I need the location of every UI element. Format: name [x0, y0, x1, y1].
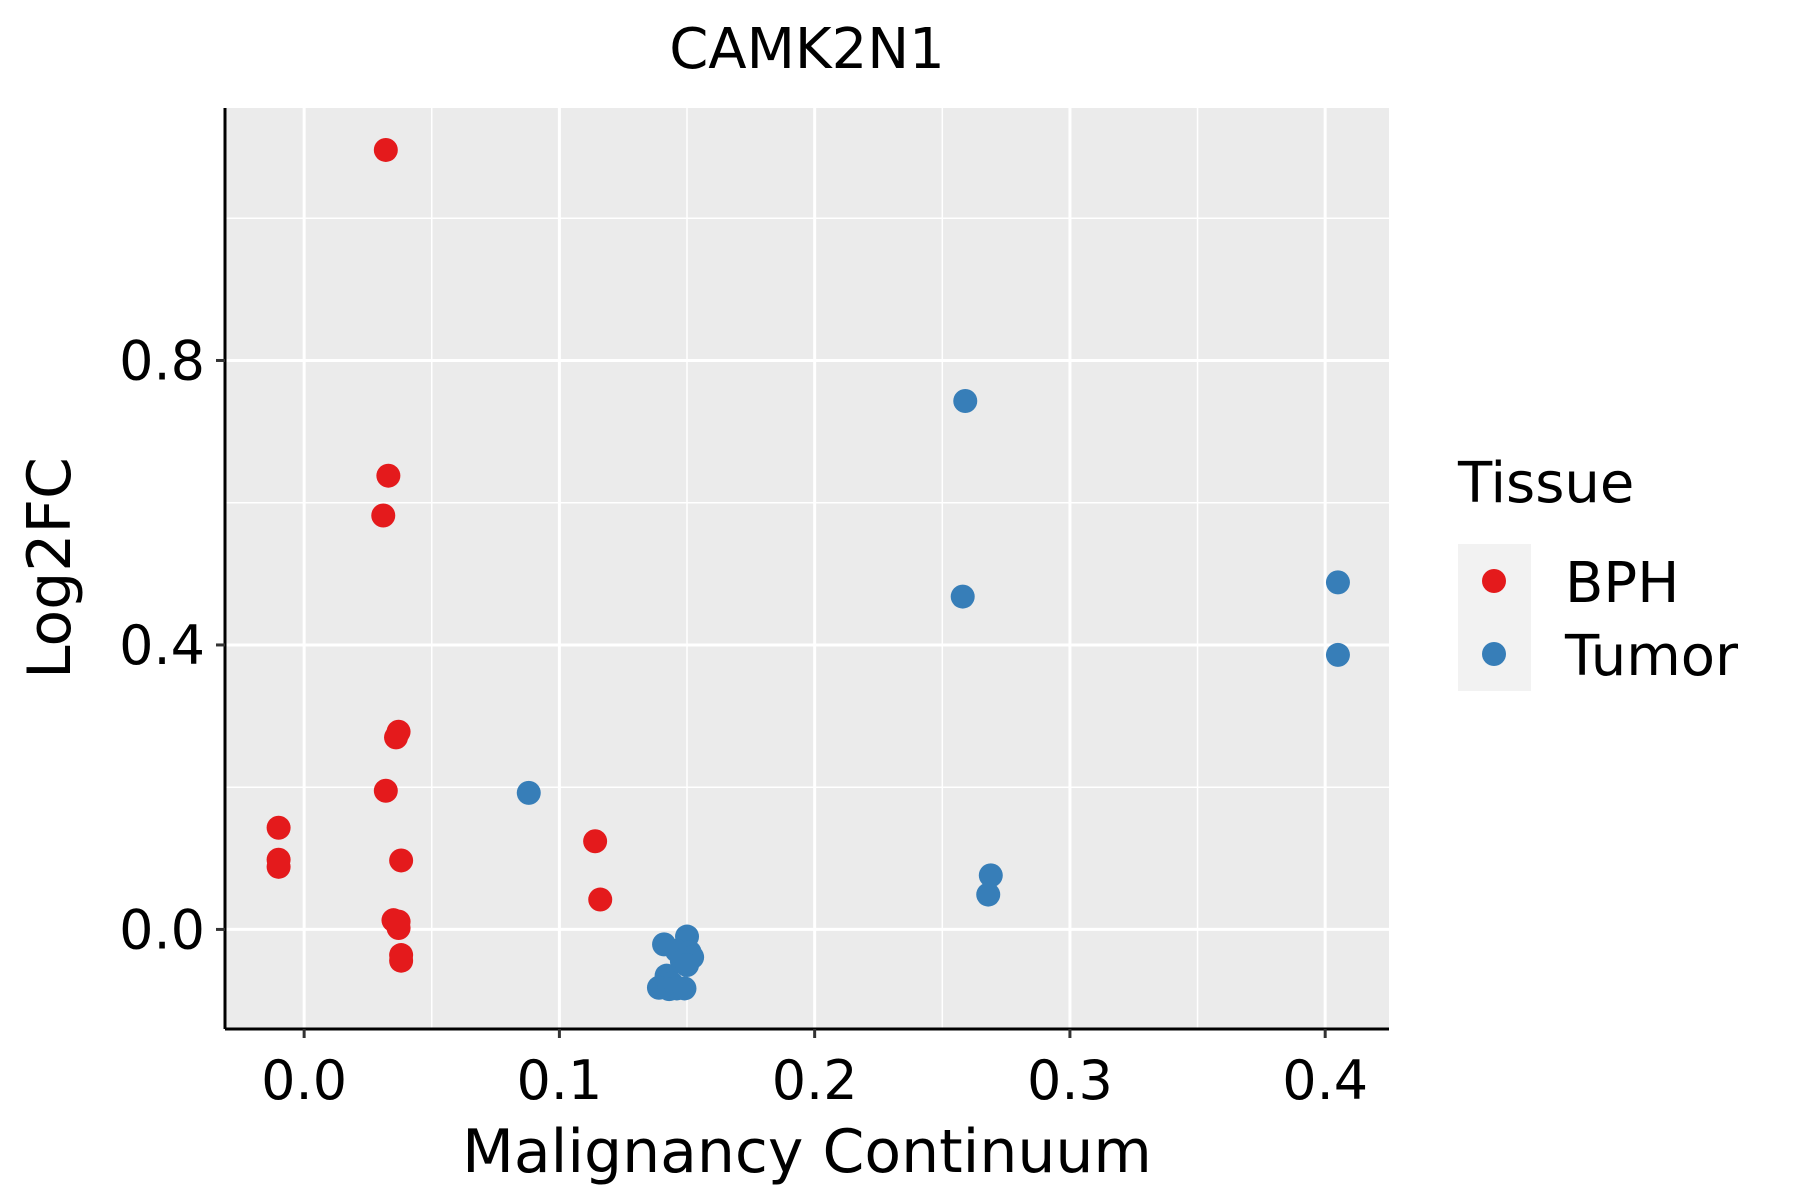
data-points — [266, 137, 1350, 1002]
data-point-tumor — [978, 863, 1003, 888]
y-tick-label: 0.0 — [119, 898, 205, 961]
y-axis-label: Log2FC — [15, 457, 85, 679]
x-tick-label: 0.2 — [772, 1049, 858, 1112]
axis-ticks: 0.0 0.1 0.2 0.3 0.4 0.0 0.4 0.8 — [119, 329, 1368, 1112]
data-point-bph — [386, 916, 411, 941]
legend-key-background — [1458, 544, 1531, 691]
x-tick-label: 0.0 — [261, 1049, 347, 1112]
data-point-bph — [384, 725, 409, 750]
x-tick-label: 0.1 — [516, 1049, 602, 1112]
data-point-tumor — [1325, 570, 1350, 595]
data-point-tumor — [976, 882, 1001, 907]
y-tick-label: 0.8 — [119, 329, 205, 392]
data-point-tumor — [516, 780, 541, 805]
data-point-bph — [389, 948, 414, 973]
chart-title: CAMK2N1 — [669, 17, 945, 82]
y-tick-label: 0.4 — [119, 614, 205, 677]
legend-key-bph — [1482, 569, 1506, 593]
data-point-tumor — [953, 389, 978, 414]
x-axis-label: Malignancy Continuum — [462, 1117, 1152, 1187]
x-tick-label: 0.4 — [1282, 1049, 1368, 1112]
data-point-tumor — [672, 976, 697, 1001]
legend-key-tumor — [1482, 642, 1506, 666]
legend-label-bph: BPH — [1565, 551, 1679, 616]
data-point-tumor — [675, 952, 700, 977]
legend-title: Tissue — [1457, 451, 1634, 516]
data-point-bph — [583, 829, 608, 854]
data-point-bph — [266, 854, 291, 879]
data-point-bph — [373, 778, 398, 803]
data-point-bph — [266, 815, 291, 840]
plot-panel — [225, 108, 1389, 1029]
data-point-bph — [588, 887, 613, 912]
data-point-bph — [373, 137, 398, 162]
grid-lines — [225, 108, 1389, 1029]
legend: Tissue BPH Tumor — [1457, 451, 1739, 691]
data-point-bph — [376, 463, 401, 488]
data-point-tumor — [950, 584, 975, 609]
legend-label-tumor: Tumor — [1564, 624, 1739, 689]
data-point-bph — [389, 848, 414, 873]
x-tick-label: 0.3 — [1027, 1049, 1113, 1112]
data-point-bph — [371, 503, 396, 528]
data-point-tumor — [1325, 642, 1350, 667]
panel-background — [225, 108, 1389, 1029]
